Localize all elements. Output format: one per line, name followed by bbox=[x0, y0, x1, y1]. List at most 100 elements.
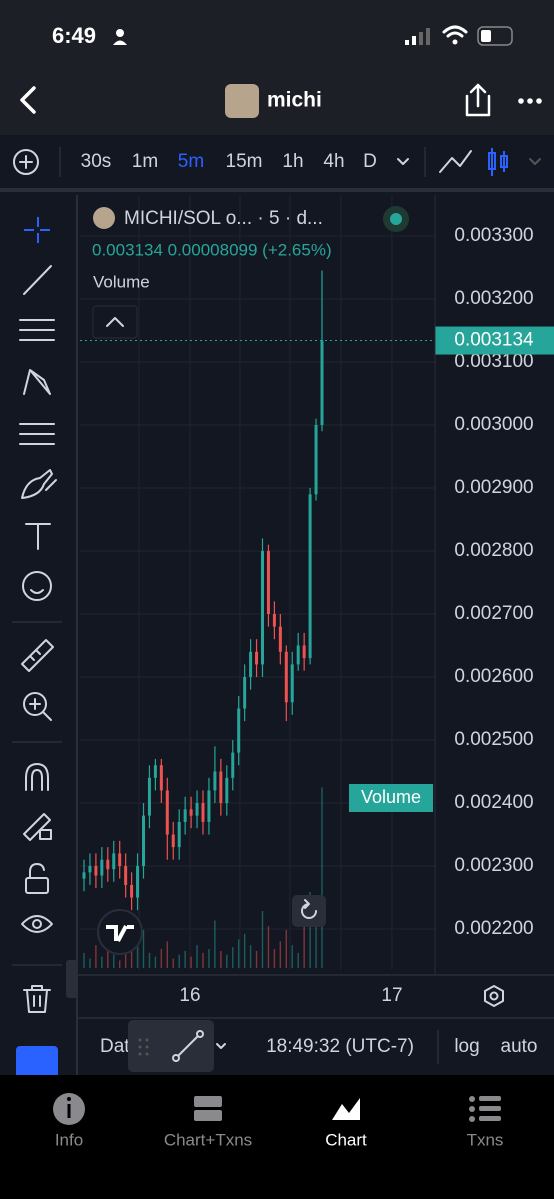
lock-drawings-tool[interactable] bbox=[23, 813, 51, 841]
volume-bar bbox=[107, 949, 109, 968]
interval-button[interactable]: 4h bbox=[323, 151, 344, 172]
last-price-label: 0.003134 bbox=[454, 330, 534, 351]
text-tool[interactable] bbox=[25, 523, 51, 550]
y-tick-label: 0.003100 bbox=[454, 351, 533, 372]
header-title: michi bbox=[267, 89, 322, 112]
y-tick-label: 0.002500 bbox=[454, 729, 533, 750]
delete-tool[interactable] bbox=[23, 985, 51, 1013]
candle-body bbox=[82, 872, 86, 879]
interval-button[interactable]: D bbox=[363, 151, 377, 172]
crosshair-tool[interactable] bbox=[24, 217, 52, 244]
chart-title: MICHI/SOL o... · 5 · d... bbox=[124, 208, 323, 229]
brush-tool[interactable] bbox=[21, 469, 57, 499]
chart-type-dropdown[interactable] bbox=[529, 158, 541, 165]
volume-bar bbox=[160, 949, 163, 968]
tab-label[interactable]: Txns bbox=[467, 1130, 504, 1149]
last-price-badge bbox=[435, 326, 554, 355]
candle-body bbox=[189, 809, 193, 816]
volume-bar bbox=[226, 954, 228, 968]
back-button[interactable] bbox=[20, 86, 36, 114]
volume-bar bbox=[89, 958, 91, 968]
lock-mini bbox=[39, 829, 52, 840]
volume-badge-bg bbox=[349, 784, 433, 812]
candle-body bbox=[130, 884, 134, 898]
interval-button[interactable]: 5m bbox=[178, 151, 204, 172]
tab-label[interactable]: Info bbox=[55, 1130, 83, 1149]
volume-bar bbox=[130, 939, 133, 968]
y-tick-label: 0.003300 bbox=[454, 225, 533, 246]
trendline-tool[interactable] bbox=[23, 265, 52, 295]
floating-toolbar[interactable] bbox=[128, 1020, 214, 1072]
fib-tool[interactable] bbox=[19, 319, 55, 341]
token-avatar bbox=[225, 84, 259, 118]
candle-body bbox=[207, 790, 211, 822]
y-tick-label: 0.002300 bbox=[454, 855, 533, 876]
reset-icon bbox=[301, 899, 317, 919]
auto-button[interactable]: auto bbox=[501, 1036, 538, 1057]
candle-body bbox=[195, 803, 199, 816]
volume-bar bbox=[178, 954, 180, 968]
tab-label[interactable]: Chart bbox=[325, 1130, 367, 1149]
emoji-tool[interactable] bbox=[22, 571, 52, 601]
y-tick-label: 0.003000 bbox=[454, 414, 533, 435]
prediction-tool[interactable] bbox=[19, 423, 55, 445]
volume-bar bbox=[95, 945, 97, 968]
collapse-legend-button[interactable] bbox=[92, 305, 138, 339]
unlock-tool[interactable] bbox=[25, 877, 49, 894]
toolbar-dropdown[interactable] bbox=[216, 1043, 226, 1049]
ruler-tool[interactable] bbox=[21, 639, 54, 672]
axis-settings-button[interactable] bbox=[484, 985, 504, 1007]
volume-bar bbox=[148, 952, 151, 968]
y-tick-label: 0.002200 bbox=[454, 918, 533, 939]
favorites-button[interactable] bbox=[16, 1046, 58, 1078]
visibility-tool[interactable] bbox=[21, 915, 53, 933]
person-icon-body bbox=[113, 40, 127, 45]
grid: 0.002200 0.002300 0.002400 0.002500 0.002600… bbox=[80, 195, 534, 970]
volume-bar bbox=[166, 941, 168, 968]
y-tick-label: 0.002900 bbox=[454, 477, 533, 498]
y-tick-label: 0.002400 bbox=[454, 792, 533, 813]
drag-handle bbox=[138, 1038, 149, 1056]
magnet-tool[interactable] bbox=[25, 763, 49, 791]
interval-dropdown[interactable] bbox=[397, 158, 409, 165]
candle-body bbox=[261, 550, 264, 665]
candle-body bbox=[231, 752, 235, 778]
x-tick-label: 17 bbox=[381, 985, 402, 1006]
candle-body bbox=[314, 424, 318, 495]
legend-values: 0.003134 0.00008099 (+2.65%) bbox=[92, 240, 332, 259]
volume-bar bbox=[291, 945, 293, 968]
candle-body bbox=[106, 859, 110, 870]
x-tick-label: 16 bbox=[179, 985, 200, 1006]
log-button[interactable]: log bbox=[454, 1036, 479, 1057]
volume-bar bbox=[255, 950, 258, 968]
share-button[interactable] bbox=[465, 83, 491, 117]
tradingview-logo[interactable] bbox=[97, 909, 143, 955]
volume-bar bbox=[184, 950, 186, 968]
pattern-tool[interactable] bbox=[23, 369, 51, 395]
volume-bar bbox=[83, 952, 85, 968]
zoom-tool[interactable] bbox=[23, 692, 47, 716]
candle-body bbox=[284, 651, 288, 703]
add-indicator-button[interactable] bbox=[13, 149, 39, 175]
candle-body bbox=[201, 803, 205, 822]
interval-button[interactable]: 15m bbox=[226, 151, 263, 172]
volume-bar bbox=[154, 956, 157, 968]
interval-button[interactable]: 30s bbox=[81, 151, 112, 172]
candle-body bbox=[177, 821, 181, 848]
interval-button[interactable]: 1h bbox=[282, 151, 303, 172]
candle-chart-button[interactable] bbox=[488, 148, 508, 176]
zoom-icon bbox=[29, 698, 52, 721]
candle-body bbox=[243, 677, 247, 709]
candle-body bbox=[290, 664, 294, 703]
volume-bar bbox=[119, 960, 121, 968]
chart-txns-icon bbox=[194, 1110, 222, 1121]
interval-button[interactable]: 1m bbox=[132, 151, 158, 172]
more-button[interactable] bbox=[518, 98, 542, 104]
panel-handle[interactable] bbox=[66, 960, 78, 998]
reset-button[interactable] bbox=[292, 895, 326, 927]
line-chart-button[interactable] bbox=[439, 150, 472, 173]
date-range-button[interactable]: Dat bbox=[100, 1036, 130, 1057]
tabs: Info Chart+Txns Chart Txns bbox=[55, 1130, 504, 1149]
tab-label[interactable]: Chart+Txns bbox=[164, 1130, 252, 1149]
